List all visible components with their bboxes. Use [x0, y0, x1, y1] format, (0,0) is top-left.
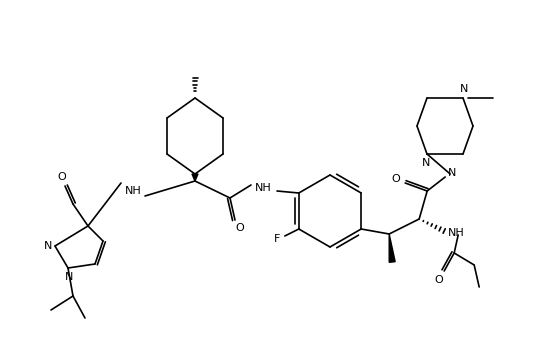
Text: O: O	[435, 275, 444, 285]
Text: NH: NH	[125, 186, 141, 196]
Text: N: N	[460, 84, 468, 94]
Text: N: N	[65, 272, 73, 282]
Text: NH: NH	[448, 228, 465, 238]
Text: N: N	[44, 241, 52, 251]
Text: O: O	[236, 223, 245, 233]
Text: F: F	[274, 234, 280, 244]
Text: NH: NH	[255, 183, 271, 193]
Text: O: O	[58, 172, 66, 182]
Text: O: O	[392, 174, 400, 184]
Polygon shape	[192, 174, 198, 181]
Text: N: N	[422, 158, 430, 168]
Polygon shape	[389, 234, 395, 262]
Text: N: N	[448, 168, 456, 178]
